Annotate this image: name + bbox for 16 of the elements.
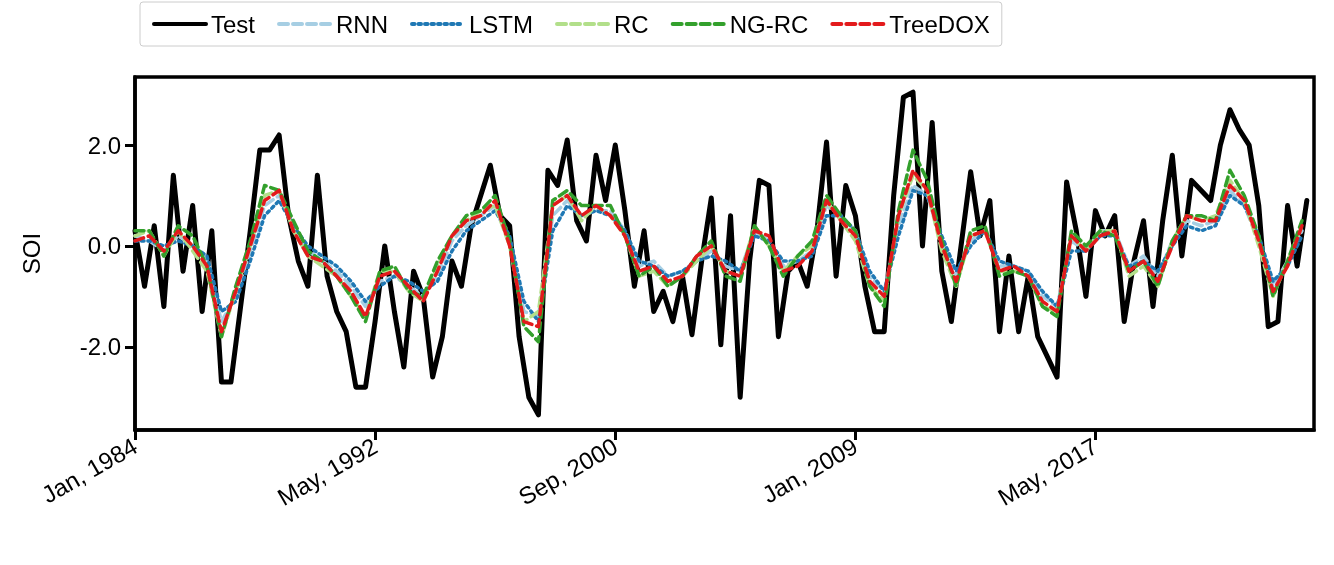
- legend-label: RC: [614, 10, 649, 38]
- y-tick-label: -2.0: [79, 333, 121, 361]
- x-tick-label: May, 2017: [993, 432, 1103, 511]
- x-tick-label: Jan, 1984: [37, 432, 142, 509]
- y-axis-title: SOI: [17, 232, 45, 275]
- legend-label: TreeDOX: [889, 10, 990, 38]
- y-tick-label: 0.0: [87, 232, 121, 260]
- legend-label: NG-RC: [729, 10, 809, 38]
- legend-label: Test: [211, 10, 256, 38]
- x-tick-label: May, 1992: [272, 432, 382, 511]
- x-tick-label: Sep, 2000: [513, 432, 623, 511]
- y-tick-label: 2.0: [87, 131, 121, 159]
- line-series: [133, 148, 1304, 344]
- x-tick-label: Jan, 2009: [757, 432, 863, 509]
- legend-label: RNN: [336, 10, 389, 38]
- legend-label: LSTM: [469, 10, 534, 38]
